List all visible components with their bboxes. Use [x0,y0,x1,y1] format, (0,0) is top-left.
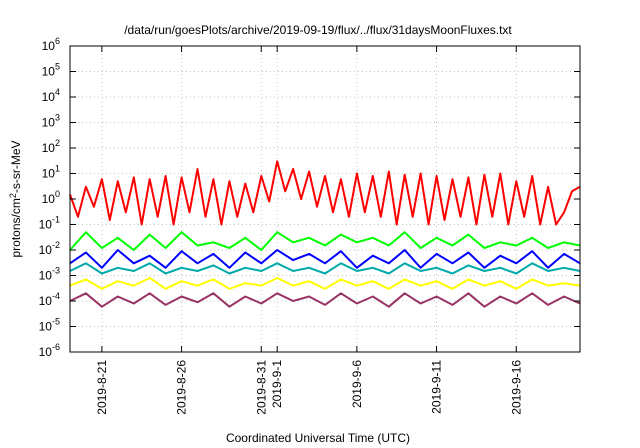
y-tick-label-base: 10 [39,218,53,232]
x-tick-label: 2019-9-16 [509,360,523,415]
y-tick-label-exp: -3 [52,266,60,276]
y-tick-label: 10-2 [39,240,60,257]
y-tick-label-base: 10 [39,345,53,359]
series-line-5 [69,277,581,290]
y-tick-label: 10-6 [39,342,60,359]
y-tick-label-exp: 1 [55,164,60,174]
y-axis-label-rest: -s-sr-MeV [9,140,23,193]
chart-title: /data/run/goesPlots/archive/2019-09-19/f… [124,23,512,37]
y-tick-label: 100 [42,189,60,206]
y-tick-label-base: 10 [42,39,56,53]
x-tick-label: 2019-9-6 [350,360,364,408]
y-tick-label: 101 [42,164,60,181]
x-axis: 2019-8-21 2019-8-26 2019-8-31 2019-9-1 2019-… [95,46,523,415]
y-tick-label-base: 10 [39,243,53,257]
y-tick-label-exp: 5 [55,62,60,72]
y-tick-label-base: 10 [39,294,53,308]
y-tick-label-exp: 0 [55,189,60,199]
y-tick-label-base: 10 [42,90,56,104]
x-tick-label: 2019-9-1 [270,360,284,408]
y-tick-label-base: 10 [42,141,56,155]
series-line-2 [69,231,581,251]
y-axis-label-sup: 2 [8,193,18,198]
y-tick-label: 104 [42,87,60,104]
y-tick-label: 10-4 [39,291,60,308]
y-tick-label-exp: -5 [52,317,60,327]
y-tick-label-exp: -6 [52,342,60,352]
series-line-1 [69,160,581,226]
y-tick-label-exp: -1 [52,215,60,225]
x-tick-label: 2019-8-26 [175,360,189,415]
series-group [69,160,581,308]
x-tick-label: 2019-9-11 [430,360,444,414]
grid [70,46,580,352]
y-tick-label: 106 [42,36,60,53]
y-tick-label-base: 10 [39,320,53,334]
x-tick-label: 2019-8-21 [95,360,109,415]
y-tick-label-exp: -2 [52,240,60,250]
y-tick-label-base: 10 [42,192,56,206]
y-axis-label: protons/cm2-s-sr-MeV [8,140,23,257]
y-tick-label-exp: 4 [55,87,60,97]
series-line-6 [69,292,581,308]
y-tick-label: 10-1 [39,215,60,232]
y-tick-label: 103 [42,113,60,130]
x-axis-label: Coordinated Universal Time (UTC) [226,431,410,445]
y-tick-label-exp: -4 [52,291,60,301]
series-line-3 [69,262,581,275]
y-tick-label: 102 [42,138,60,155]
y-tick-label: 10-5 [39,317,60,334]
y-tick-label: 10-3 [39,266,60,283]
y-tick-label-exp: 3 [55,113,60,123]
x-tick-label: 2019-8-31 [254,360,268,415]
y-tick-label-base: 10 [39,269,53,283]
y-axis: 10-610-510-410-310-210-11001011021031041… [39,36,580,359]
y-axis-label-base: protons/cm [9,198,23,257]
y-tick-label-exp: 2 [55,138,60,148]
series-line-4 [69,249,581,269]
y-tick-label-base: 10 [42,167,56,181]
y-tick-label-exp: 6 [55,36,60,46]
y-tick-label-base: 10 [42,116,56,130]
y-tick-label: 105 [42,62,60,79]
y-tick-label-base: 10 [42,65,56,79]
